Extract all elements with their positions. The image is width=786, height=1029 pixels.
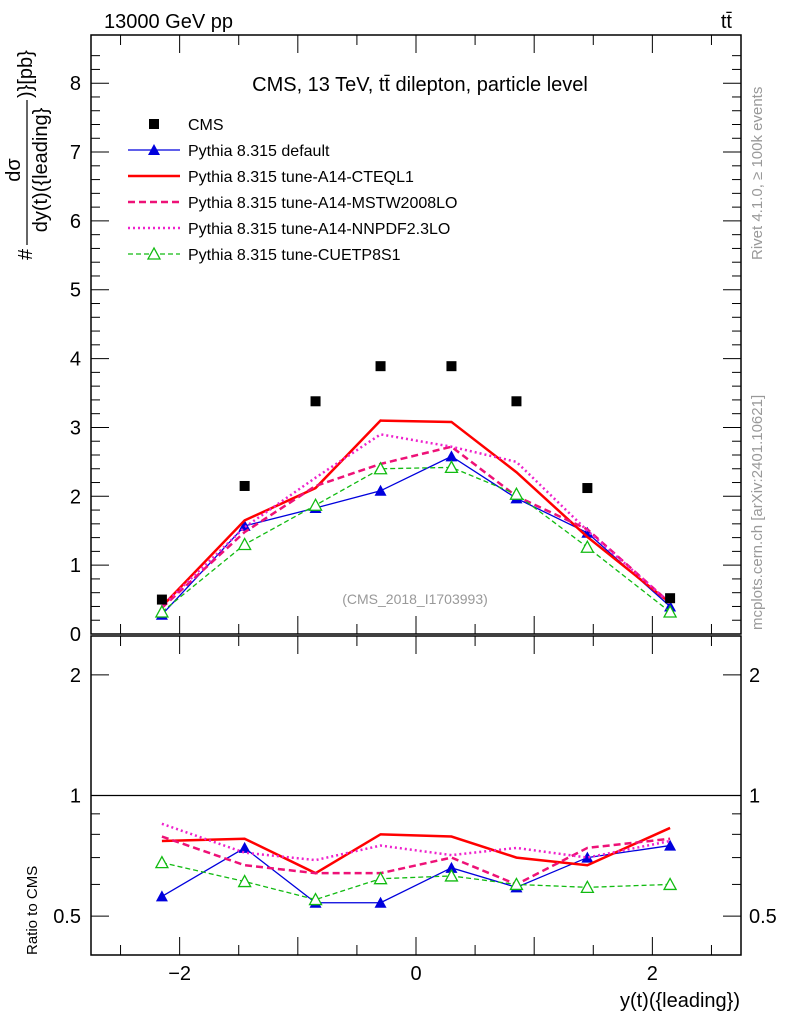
y-tick-label: 1 bbox=[70, 555, 81, 577]
legend-label: Pythia 8.315 default bbox=[188, 143, 330, 160]
series-point bbox=[237, 874, 252, 888]
series-point bbox=[509, 486, 524, 500]
series-point bbox=[445, 861, 458, 873]
y-tick-label: 5 bbox=[70, 280, 81, 302]
ratio-y-label: Ratio to CMS bbox=[24, 866, 41, 955]
legend-item: Pythia 8.315 tune-A14-NNPDF2.3LO bbox=[128, 221, 450, 238]
series-point bbox=[662, 877, 678, 891]
legend-label: Pythia 8.315 tune-CUETP8S1 bbox=[188, 247, 401, 264]
series-point bbox=[509, 877, 524, 891]
y-tick-label: 3 bbox=[70, 417, 81, 439]
ratio-y-tick-label: 1 bbox=[70, 786, 81, 808]
y-axis-label: # dσ dy(t)({leading} )}[pb} bbox=[3, 50, 52, 260]
rivet-label: Rivet 4.1.0, ≥ 100k events bbox=[749, 87, 766, 260]
data-point bbox=[665, 593, 676, 604]
y-label-prefix: # bbox=[15, 248, 37, 260]
ratio-series-line bbox=[161, 844, 671, 904]
series-point bbox=[581, 851, 594, 863]
x-tick-label: 0 bbox=[410, 963, 421, 985]
series-point bbox=[148, 144, 160, 155]
ratio-y-tick-label: 1 bbox=[749, 786, 760, 808]
series-point bbox=[580, 539, 595, 553]
ratio-series-line bbox=[161, 861, 671, 901]
header-left: 13000 GeV pp bbox=[104, 11, 233, 33]
x-axis-label: y(t)({leading}) bbox=[620, 990, 740, 1012]
series-point bbox=[308, 497, 323, 511]
y-tick-label: 2 bbox=[70, 486, 81, 508]
legend-item: Pythia 8.315 tune-A14-MSTW2008LO bbox=[128, 195, 457, 212]
data-point bbox=[582, 483, 593, 494]
ratio-series-line bbox=[161, 835, 671, 886]
ratio-y-tick-label: 2 bbox=[749, 665, 760, 687]
series-point bbox=[444, 868, 459, 882]
x-tick-label: −2 bbox=[168, 963, 191, 985]
series-point bbox=[238, 841, 251, 853]
legend-item: Pythia 8.315 tune-A14-CTEQL1 bbox=[128, 169, 414, 186]
analysis-watermark: (CMS_2018_I1703993) bbox=[342, 591, 488, 607]
series-point bbox=[146, 246, 162, 260]
legend-label: Pythia 8.315 tune-A14-NNPDF2.3LO bbox=[188, 221, 450, 238]
series-point bbox=[308, 892, 323, 906]
y-label-suffix: )}[pb} bbox=[15, 50, 37, 98]
series-point bbox=[664, 839, 677, 851]
y-tick-label: 0 bbox=[70, 624, 81, 646]
data-point bbox=[375, 361, 386, 372]
data-point bbox=[156, 594, 167, 605]
series-point bbox=[373, 461, 388, 475]
series-point bbox=[580, 879, 595, 893]
data-point bbox=[446, 361, 457, 372]
y-tick-label: 8 bbox=[70, 73, 81, 95]
y-tick-label: 7 bbox=[70, 142, 81, 164]
y-label-denominator: dy(t)({leading} bbox=[30, 107, 52, 232]
legend-item: Pythia 8.315 tune-CUETP8S1 bbox=[128, 246, 401, 264]
ratio-y-tick-label: 0.5 bbox=[749, 906, 777, 928]
series-line bbox=[161, 445, 671, 609]
ratio-y-tick-label: 0.5 bbox=[53, 906, 81, 928]
series-point bbox=[238, 519, 251, 531]
series-point bbox=[662, 604, 678, 618]
series-point bbox=[445, 450, 458, 462]
series-point bbox=[373, 871, 388, 885]
ratio-series-line bbox=[161, 822, 671, 862]
series-line bbox=[161, 419, 671, 608]
series-point bbox=[237, 537, 252, 551]
series-point bbox=[155, 890, 168, 902]
y-tick-label: 4 bbox=[70, 349, 81, 371]
mcplots-label: mcplots.cern.ch [arXiv:2401.10621] bbox=[749, 395, 766, 630]
data-point bbox=[511, 396, 522, 407]
data-point bbox=[149, 119, 159, 129]
data-point bbox=[239, 480, 250, 491]
series-line bbox=[161, 466, 671, 613]
series-point bbox=[154, 604, 170, 618]
legend-label: CMS bbox=[188, 117, 224, 134]
chart-title: CMS, 13 TeV, tt̄ dilepton, particle leve… bbox=[252, 74, 588, 96]
legend-item: CMS bbox=[149, 117, 224, 134]
header-right: tt̄ bbox=[721, 11, 733, 33]
y-label-numerator: dσ bbox=[3, 158, 25, 182]
legend: CMS Pythia 8.315 default Pythia 8.315 tune… bbox=[128, 117, 457, 264]
legend-item: Pythia 8.315 default bbox=[128, 143, 330, 160]
series-point bbox=[374, 484, 387, 496]
series-line bbox=[161, 433, 671, 608]
ratio-series-line bbox=[161, 826, 671, 875]
series-point bbox=[374, 896, 387, 908]
y-tick-label: 6 bbox=[70, 211, 81, 233]
series-point bbox=[154, 855, 170, 869]
x-tick-label: 2 bbox=[647, 963, 658, 985]
ratio-y-tick-label: 2 bbox=[70, 665, 81, 687]
series-point bbox=[444, 460, 459, 474]
data-point bbox=[310, 396, 321, 407]
legend-label: Pythia 8.315 tune-A14-MSTW2008LO bbox=[188, 195, 457, 212]
legend-label: Pythia 8.315 tune-A14-CTEQL1 bbox=[188, 169, 414, 186]
